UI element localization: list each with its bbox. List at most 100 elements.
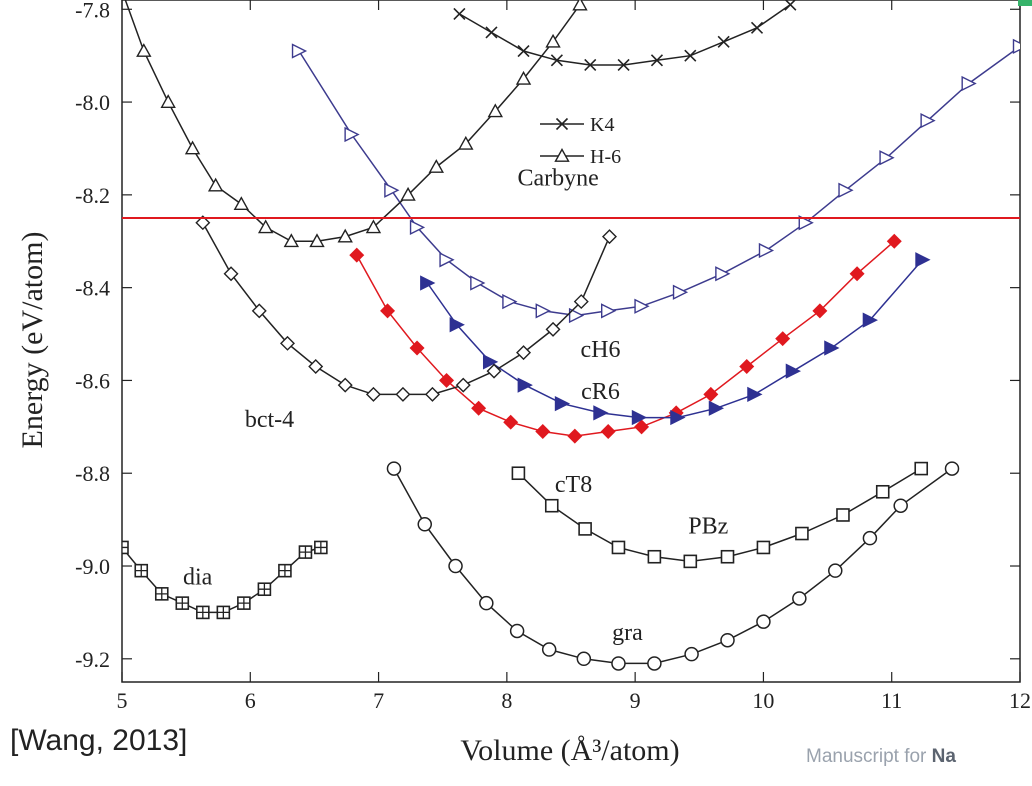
data-point [601, 229, 617, 245]
data-point [683, 554, 698, 569]
data-point-cross [299, 546, 312, 559]
data-point [550, 54, 563, 67]
legend: K4H-6 [540, 114, 621, 168]
label-gra: gra [612, 620, 643, 646]
data-point [386, 461, 402, 476]
data-point [337, 228, 353, 243]
series-line [298, 45, 1020, 317]
y-tick-label: -7.8 [75, 0, 110, 22]
axes-layer: 5 6 7 8 9 10 11 12 -7.8 -8.0 -8.2 -8.4 -8.6 -8.8 -9.0 -… [16, 0, 1031, 767]
data-point-cross [176, 597, 189, 610]
data-point [650, 54, 664, 67]
data-point [720, 632, 735, 648]
data-point [541, 642, 557, 657]
data-point [308, 359, 324, 375]
data-point [836, 508, 850, 522]
data-point [838, 182, 854, 198]
corner-mark [1018, 0, 1032, 6]
data-point [785, 363, 801, 379]
y-tick-label: -9.0 [75, 554, 110, 579]
data-point [395, 386, 411, 402]
legend-label: H-6 [590, 146, 621, 168]
data-point [502, 293, 518, 310]
data-point [875, 484, 890, 499]
data-point [453, 7, 466, 20]
label-ch6: cH6 [581, 337, 621, 363]
data-point [337, 377, 353, 393]
y-tick-label: -9.2 [75, 647, 110, 672]
data-point [576, 651, 592, 667]
data-point [291, 43, 308, 59]
series-layer [122, 0, 1020, 671]
x-tick-label: 5 [117, 688, 128, 713]
data-point [439, 252, 455, 268]
data-point [554, 396, 571, 412]
label-carbyne: Carbyne [518, 166, 599, 192]
data-point [611, 656, 626, 671]
data-point [160, 94, 176, 108]
data-point [634, 298, 650, 314]
data-point [611, 540, 626, 555]
data-point [449, 317, 465, 333]
data-point [775, 331, 791, 347]
y-tick-label: -8.0 [75, 90, 110, 115]
data-point [893, 498, 908, 513]
x-tick-label: 7 [373, 688, 384, 713]
x-tick-label: 11 [881, 688, 902, 713]
data-point [672, 284, 689, 300]
data-point [257, 219, 274, 234]
data-point [920, 112, 936, 129]
data-point [593, 405, 609, 421]
series-ct8 [349, 233, 902, 444]
data-point [568, 307, 585, 324]
data-point [573, 294, 589, 310]
data-point [828, 563, 843, 578]
x-tick-label: 9 [630, 688, 641, 713]
data-point-cross [122, 541, 128, 554]
data-point [601, 303, 617, 319]
data-point [471, 400, 487, 416]
data-point [344, 126, 360, 143]
data-point [647, 549, 662, 564]
plot-frame [121, 0, 1021, 683]
data-point [670, 409, 686, 426]
series-line [393, 467, 953, 665]
data-point [617, 58, 630, 72]
data-point [812, 303, 828, 319]
data-point [487, 103, 504, 118]
data-point [914, 461, 929, 476]
data-point [824, 340, 840, 356]
data-point [184, 140, 201, 155]
data-point [207, 177, 224, 192]
data-point [515, 70, 532, 85]
data-point-cross [258, 583, 271, 596]
data-point [283, 233, 300, 248]
data-point [600, 423, 616, 439]
data-point [458, 135, 474, 150]
data-point [251, 303, 267, 319]
manuscript-prefix: Manuscript for [806, 746, 932, 767]
data-point-cross [237, 597, 250, 610]
data-point [708, 400, 725, 416]
x-axis-title: Volume (Å³/atom) [460, 734, 679, 767]
data-point [417, 517, 433, 532]
data-point [739, 359, 755, 375]
data-point [365, 219, 382, 234]
data-point [747, 386, 763, 402]
data-point [703, 386, 719, 402]
data-point [486, 363, 502, 379]
data-point [567, 428, 583, 444]
data-point [554, 148, 570, 162]
data-point [420, 275, 436, 291]
data-point [915, 252, 931, 268]
data-point [795, 526, 809, 541]
data-point-cross [314, 541, 327, 554]
data-point [849, 266, 865, 282]
data-point [439, 372, 455, 388]
series-pbz [511, 461, 929, 569]
data-point [756, 540, 771, 555]
data-point [784, 0, 797, 11]
data-point [572, 0, 588, 11]
x-tick-label: 8 [501, 688, 512, 713]
